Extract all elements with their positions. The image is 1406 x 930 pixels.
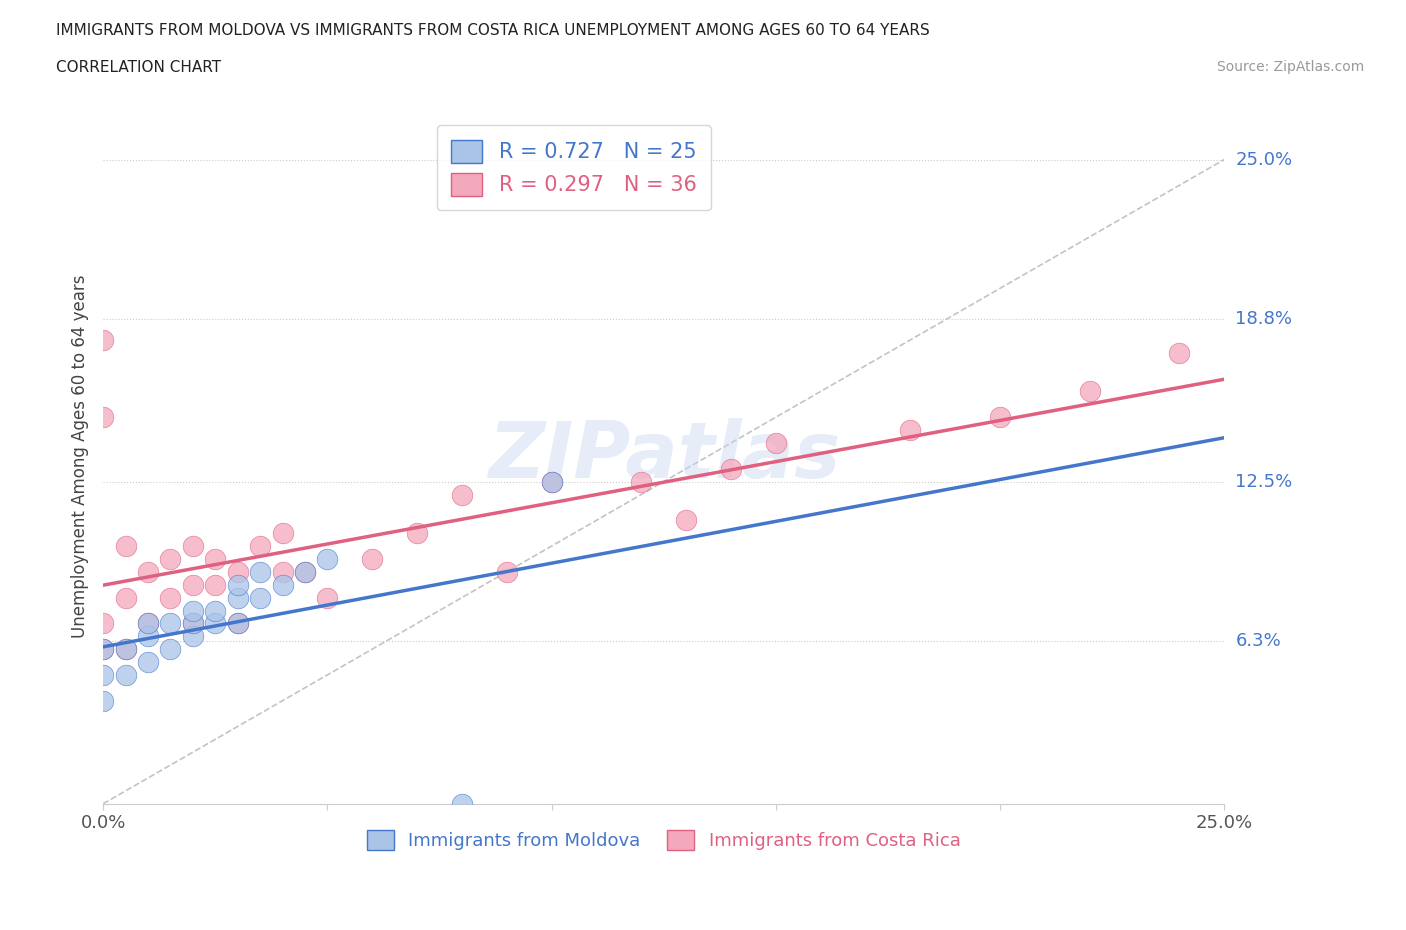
Point	[91, 668, 114, 683]
Point	[630, 474, 652, 489]
Point	[249, 565, 271, 579]
Point	[226, 616, 249, 631]
Point	[226, 565, 249, 579]
Point	[181, 616, 204, 631]
Point	[495, 565, 517, 579]
Point	[91, 333, 114, 348]
Point	[159, 551, 181, 566]
Point	[181, 629, 204, 644]
Point	[765, 435, 787, 450]
Y-axis label: Unemployment Among Ages 60 to 64 years: Unemployment Among Ages 60 to 64 years	[72, 274, 89, 638]
Point	[249, 538, 271, 553]
Text: Source: ZipAtlas.com: Source: ZipAtlas.com	[1216, 60, 1364, 74]
Point	[204, 603, 226, 618]
Point	[271, 565, 294, 579]
Text: ZIPatlas: ZIPatlas	[488, 418, 839, 494]
Point	[226, 578, 249, 592]
Point	[204, 616, 226, 631]
Point	[720, 461, 742, 476]
Point	[226, 616, 249, 631]
Point	[159, 642, 181, 657]
Text: 6.3%: 6.3%	[1236, 632, 1281, 650]
Point	[91, 616, 114, 631]
Point	[1168, 345, 1191, 360]
Text: 25.0%: 25.0%	[1236, 151, 1292, 168]
Point	[91, 642, 114, 657]
Point	[136, 655, 159, 670]
Point	[136, 565, 159, 579]
Point	[136, 616, 159, 631]
Point	[114, 591, 136, 605]
Point	[294, 565, 316, 579]
Point	[316, 551, 339, 566]
Point	[451, 487, 474, 502]
Point	[91, 642, 114, 657]
Point	[294, 565, 316, 579]
Point	[406, 525, 429, 540]
Point	[181, 603, 204, 618]
Point	[271, 578, 294, 592]
Point	[271, 525, 294, 540]
Point	[249, 591, 271, 605]
Text: IMMIGRANTS FROM MOLDOVA VS IMMIGRANTS FROM COSTA RICA UNEMPLOYMENT AMONG AGES 60: IMMIGRANTS FROM MOLDOVA VS IMMIGRANTS FR…	[56, 23, 929, 38]
Point	[181, 538, 204, 553]
Point	[136, 616, 159, 631]
Point	[136, 629, 159, 644]
Point	[675, 512, 697, 527]
Point	[540, 474, 562, 489]
Point	[540, 474, 562, 489]
Point	[159, 616, 181, 631]
Point	[114, 538, 136, 553]
Point	[159, 591, 181, 605]
Point	[114, 642, 136, 657]
Point	[114, 642, 136, 657]
Point	[361, 551, 384, 566]
Point	[451, 796, 474, 811]
Point	[204, 551, 226, 566]
Text: 12.5%: 12.5%	[1236, 472, 1292, 491]
Point	[316, 591, 339, 605]
Point	[226, 591, 249, 605]
Point	[91, 410, 114, 425]
Legend: Immigrants from Moldova, Immigrants from Costa Rica: Immigrants from Moldova, Immigrants from…	[360, 823, 967, 857]
Point	[1078, 384, 1101, 399]
Point	[204, 578, 226, 592]
Point	[181, 616, 204, 631]
Text: CORRELATION CHART: CORRELATION CHART	[56, 60, 221, 75]
Point	[181, 578, 204, 592]
Point	[114, 668, 136, 683]
Text: 18.8%: 18.8%	[1236, 311, 1292, 328]
Point	[91, 693, 114, 708]
Point	[988, 410, 1011, 425]
Point	[898, 422, 921, 437]
